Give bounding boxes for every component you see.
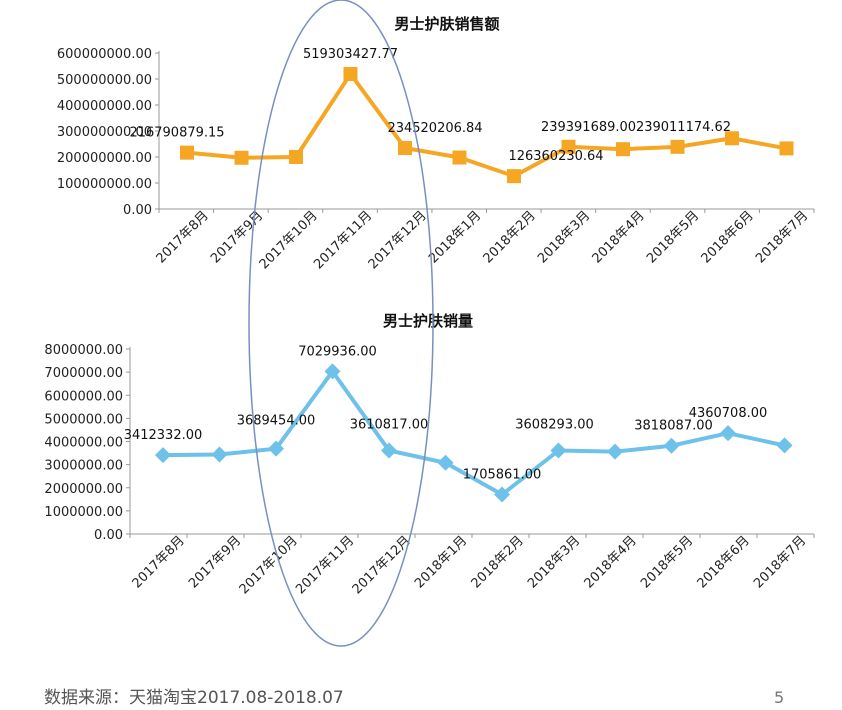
x-tick-label: 2018年3月 bbox=[525, 533, 583, 591]
y-tick-label: 1000000.00 bbox=[44, 505, 123, 520]
data-point-marker bbox=[616, 142, 630, 157]
y-tick-label: 7000000.00 bbox=[44, 366, 123, 381]
y-tick-label: 500000000.00 bbox=[57, 73, 152, 88]
x-tick-label: 2018年1月 bbox=[426, 208, 484, 266]
sales-chart-data-labels: 216790879.15 519303427.77 234520206.84 1263… bbox=[129, 47, 731, 164]
x-tick-label: 2017年9月 bbox=[186, 533, 244, 591]
x-tick-label: 2017年8月 bbox=[130, 533, 188, 591]
data-point-marker bbox=[343, 66, 358, 81]
data-label: 3818087.00 bbox=[634, 419, 713, 434]
data-label: 3608293.00 bbox=[515, 418, 594, 433]
volume-chart-axes bbox=[129, 347, 814, 535]
data-label: 126360230.64 bbox=[508, 149, 603, 164]
data-label: 3412332.00 bbox=[124, 428, 203, 443]
y-tick-label: 4000000.00 bbox=[44, 436, 123, 451]
data-point-marker bbox=[670, 139, 685, 154]
data-label: 4360708.00 bbox=[689, 406, 768, 421]
x-tick-label: 2017年10月 bbox=[237, 533, 301, 597]
highlight-ellipse bbox=[248, 0, 434, 647]
y-tick-label: 100000000.00 bbox=[57, 177, 152, 192]
data-point-marker bbox=[211, 446, 228, 463]
data-point-marker bbox=[550, 442, 567, 459]
data-point-marker bbox=[507, 169, 521, 184]
volume-chart-series bbox=[155, 363, 793, 503]
page-number: 5 bbox=[774, 688, 784, 707]
data-point-marker bbox=[720, 425, 736, 442]
x-tick-label: 2018年4月 bbox=[582, 533, 640, 591]
y-tick-label: 600000000.00 bbox=[57, 47, 152, 62]
data-point-marker bbox=[437, 454, 454, 471]
x-tick-label: 2018年5月 bbox=[638, 533, 696, 591]
data-point-marker bbox=[289, 150, 303, 164]
y-tick-label: 0.00 bbox=[123, 203, 152, 218]
x-tick-label: 2017年12月 bbox=[366, 208, 430, 272]
data-label: 239391689.00 bbox=[541, 120, 636, 135]
y-tick-label: 5000000.00 bbox=[44, 412, 123, 427]
data-label: 216790879.15 bbox=[129, 126, 224, 141]
data-label: 3689454.00 bbox=[237, 414, 316, 429]
series-line bbox=[162, 369, 785, 497]
data-point-marker bbox=[561, 139, 576, 154]
x-tick-label: 2018年7月 bbox=[753, 208, 811, 266]
x-tick-label: 2017年8月 bbox=[154, 208, 212, 266]
y-tick-label: 300000000.00 bbox=[57, 125, 152, 140]
data-label: 239011174.62 bbox=[636, 120, 731, 135]
data-point-marker bbox=[725, 131, 739, 146]
data-point-marker bbox=[324, 363, 341, 380]
x-tick-label: 2018年2月 bbox=[481, 208, 539, 266]
y-tick-label: 3000000.00 bbox=[44, 459, 123, 474]
data-point-marker bbox=[607, 443, 623, 460]
data-label: 519303427.77 bbox=[303, 47, 398, 62]
data-point-marker bbox=[381, 442, 397, 459]
x-tick-label: 2018年6月 bbox=[699, 208, 757, 266]
x-tick-label: 2018年5月 bbox=[644, 208, 702, 266]
x-tick-label: 2017年11月 bbox=[293, 533, 357, 597]
data-point-marker bbox=[180, 145, 194, 160]
x-tick-label: 2018年1月 bbox=[412, 533, 470, 591]
sales-chart-title: 男士护肤销售额 bbox=[394, 15, 499, 33]
data-point-marker bbox=[234, 150, 249, 165]
y-tick-label: 2000000.00 bbox=[44, 482, 123, 497]
y-tick-label: 400000000.00 bbox=[57, 99, 152, 114]
series-line bbox=[186, 71, 787, 179]
y-tick-label: 8000000.00 bbox=[44, 343, 123, 358]
sales-chart-series bbox=[180, 66, 794, 184]
x-tick-label: 2018年4月 bbox=[590, 208, 648, 266]
volume-chart-title: 男士护肤销量 bbox=[383, 312, 473, 330]
x-tick-label: 2018年3月 bbox=[535, 208, 593, 266]
data-label: 7029936.00 bbox=[298, 344, 377, 359]
data-label: 1705861.00 bbox=[463, 468, 542, 483]
y-tick-label: 200000000.00 bbox=[57, 151, 152, 166]
x-tick-label: 2017年9月 bbox=[208, 208, 266, 266]
x-tick-label: 2018年2月 bbox=[469, 533, 527, 591]
x-tick-label: 2018年7月 bbox=[751, 533, 809, 591]
volume-chart-y-ticks: 0.00 1000000.00 2000000.00 3000000.00 400000… bbox=[44, 343, 130, 543]
x-tick-label: 2018年6月 bbox=[695, 533, 753, 591]
volume-chart-data-labels: 3412332.00 3689454.00 7029936.00 3610817.00… bbox=[124, 344, 768, 482]
data-point-marker bbox=[776, 437, 793, 454]
data-point-marker bbox=[663, 437, 680, 454]
data-source-note: 数据来源：天猫淘宝2017.08-2018.07 bbox=[44, 688, 344, 708]
data-label: 3610817.00 bbox=[350, 417, 429, 432]
data-label: 234520206.84 bbox=[387, 121, 482, 136]
data-point-marker bbox=[268, 440, 284, 457]
data-point-marker bbox=[494, 486, 510, 503]
sales-chart-y-ticks: 0.00 100000000.00 200000000.00 300000000.00… bbox=[57, 47, 159, 218]
y-tick-label: 0.00 bbox=[94, 528, 123, 543]
volume-chart-x-ticks: 2017年8月2017年9月2017年10月2017年11月2017年12月20… bbox=[129, 533, 815, 597]
y-tick-label: 6000000.00 bbox=[44, 389, 123, 404]
data-point-marker bbox=[452, 150, 467, 165]
data-point-marker bbox=[155, 447, 171, 464]
x-tick-label: 2017年12月 bbox=[350, 533, 414, 597]
data-point-marker bbox=[398, 141, 412, 156]
data-point-marker bbox=[779, 141, 794, 156]
